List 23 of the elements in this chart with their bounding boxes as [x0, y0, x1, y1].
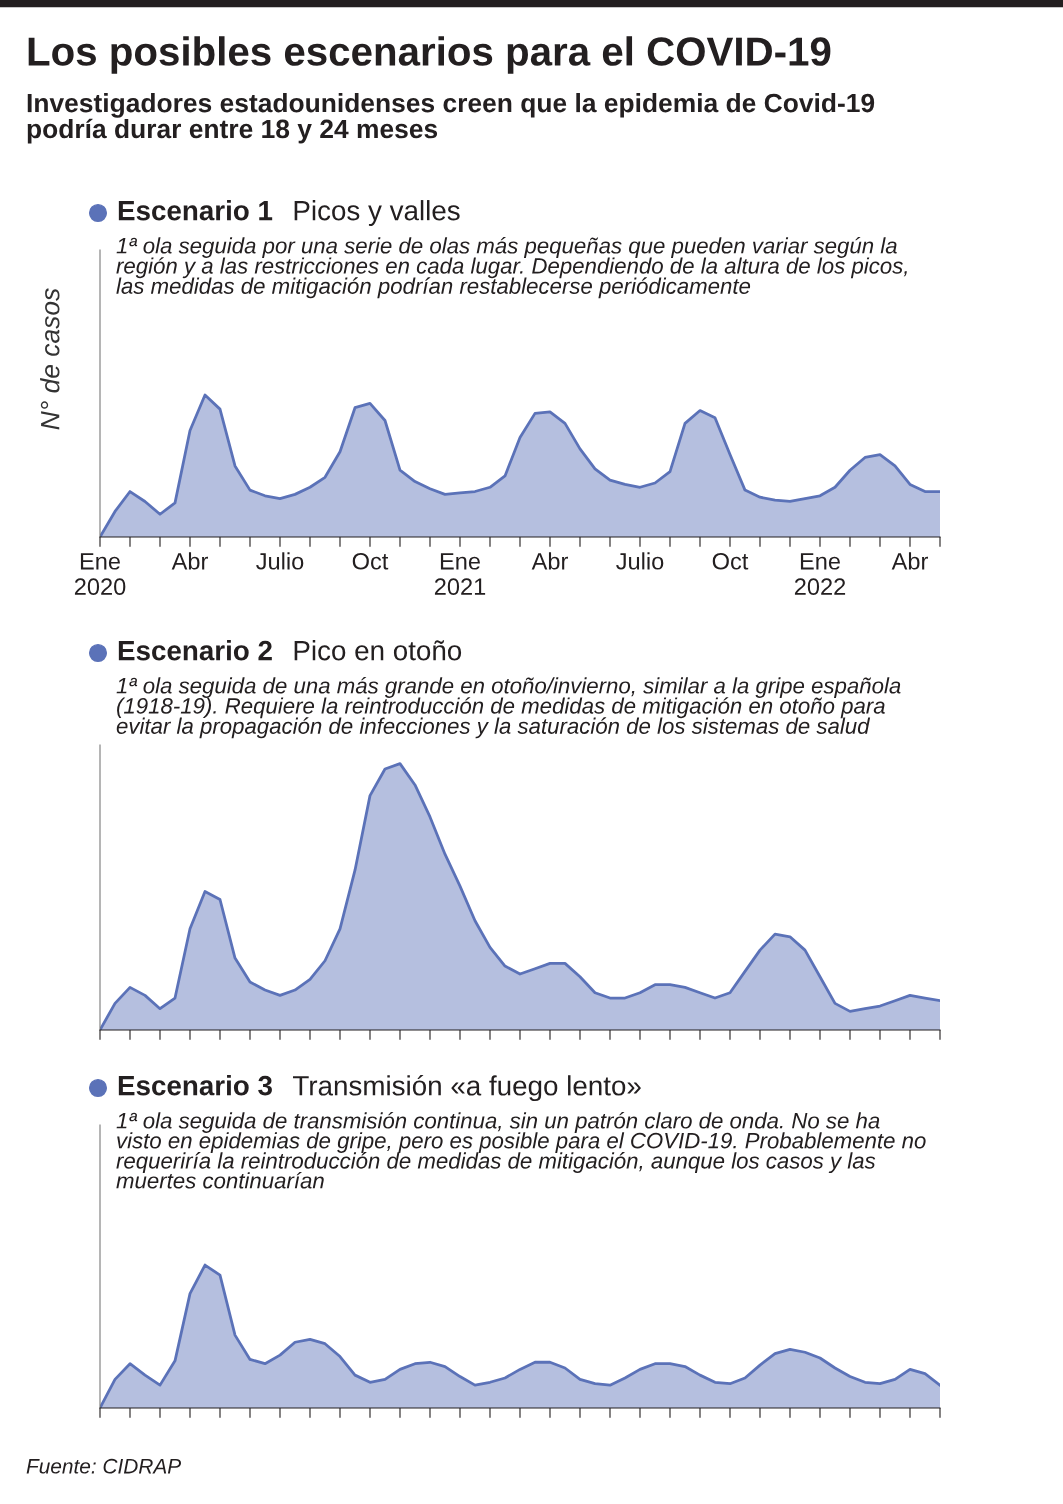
x-tick-label: Abr [531, 552, 568, 570]
x-tick-label: Oct [712, 552, 749, 570]
x-tick-label: Julio [256, 552, 304, 570]
text: Investigadores estadounidenses creen que la epidemia de Covid-19 podría durar entre 18 y 24 meses [27, 93, 875, 144]
text: 1ª ola seguida de transmisión continua, sin un patrón claro de onda. No se ha visto en epidemias de gripe, pero es posible para el COVID-19. Probablemente no requeriría la reintroducción de medidas de mitigación, aunque los casos y las muertes continuarían [116, 1112, 926, 1189]
text: 1ª ola seguida de una más grande en otoño/invierno, similar a la gripe española (1918-19). Requiere la reintroducción de medidas de mitigación en otoño para evitar la propagación de infecciones y la saturación de los sistemas de salud [116, 677, 901, 739]
chart-subtitle: Picos y valles [294, 200, 460, 226]
chart-title: Escenario 3 [118, 1075, 272, 1096]
y-axis-title: N° de casos [40, 288, 60, 430]
chart-title: Escenario 2 [118, 640, 272, 661]
x-tick-label: Julio [616, 552, 664, 570]
x-tick-label: Abr [891, 552, 928, 570]
x-tick-label: Ene 2022 [794, 553, 846, 596]
text: 1ª ola seguida por una serie de olas más pequeñas que pueden variar según la región y a las restricciones en cada lugar. Dependiendo de la altura de los picos, las medidas de mitigación podrían restablecerse periódicamente [116, 237, 907, 299]
source-note: Fuente: CIDRAP [26, 1458, 182, 1474]
text: Los posibles escenarios para el COVID-19 [28, 36, 831, 74]
x-tick-label: Oct [352, 552, 389, 570]
chart-subtitle: Pico en otoño [294, 640, 462, 661]
chart-subtitle: Transmisión «a fuego lento» [293, 1074, 641, 1102]
x-tick-label: Ene 2020 [74, 553, 126, 596]
x-tick-label: Abr [171, 552, 208, 570]
x-tick-label: Ene 2021 [434, 553, 486, 596]
chart-title: Escenario 1 [118, 200, 273, 221]
